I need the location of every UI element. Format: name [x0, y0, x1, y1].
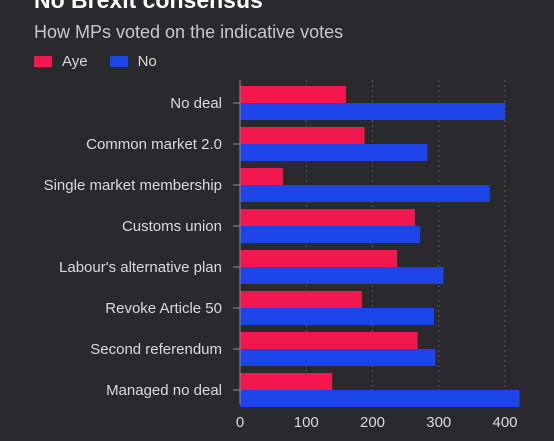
- bar-no-1: [240, 144, 428, 161]
- bar-no-2: [240, 185, 490, 202]
- bar-aye-2: [240, 168, 284, 185]
- x-tick-label-200: 200: [360, 414, 385, 431]
- legend-item-no: No: [109, 53, 157, 70]
- bar-aye-5: [240, 291, 362, 308]
- category-label-1: Common market 2.0: [86, 136, 222, 153]
- category-label-4: Labour's alternative plan: [59, 259, 222, 276]
- chart-title: No Brexit consensus: [34, 0, 263, 13]
- category-label-5: Revoke Article 50: [105, 300, 222, 317]
- bar-aye-1: [240, 127, 365, 144]
- bar-no-0: [240, 103, 505, 120]
- category-label-2: Single market membership: [44, 177, 222, 194]
- bar-aye-3: [240, 209, 415, 226]
- x-tick-label-400: 400: [492, 414, 517, 431]
- legend-swatch-aye: [34, 56, 52, 67]
- category-label-7: Managed no deal: [106, 382, 222, 399]
- bar-aye-4: [240, 250, 398, 267]
- legend-swatch-no: [109, 56, 128, 67]
- category-label-0: No deal: [170, 95, 222, 112]
- bar-no-3: [240, 226, 421, 243]
- bar-aye-7: [240, 373, 333, 390]
- legend-label-aye: Aye: [62, 53, 88, 70]
- legend-label-no: No: [137, 53, 157, 70]
- bar-no-6: [240, 349, 436, 366]
- category-label-6: Second referendum: [90, 341, 222, 358]
- x-tick-label-300: 300: [426, 414, 451, 431]
- chart-subtitle: How MPs voted on the indicative votes: [34, 22, 344, 42]
- category-label-3: Customs union: [122, 218, 222, 235]
- bar-no-7: [240, 390, 520, 407]
- bar-aye-0: [240, 86, 346, 103]
- bar-aye-6: [240, 332, 418, 349]
- legend: Aye No: [34, 53, 179, 70]
- bar-no-4: [240, 267, 444, 284]
- x-tick-label-100: 100: [294, 414, 319, 431]
- bar-no-5: [240, 308, 435, 325]
- legend-item-aye: Aye: [34, 53, 88, 70]
- x-tick-label-0: 0: [236, 414, 244, 431]
